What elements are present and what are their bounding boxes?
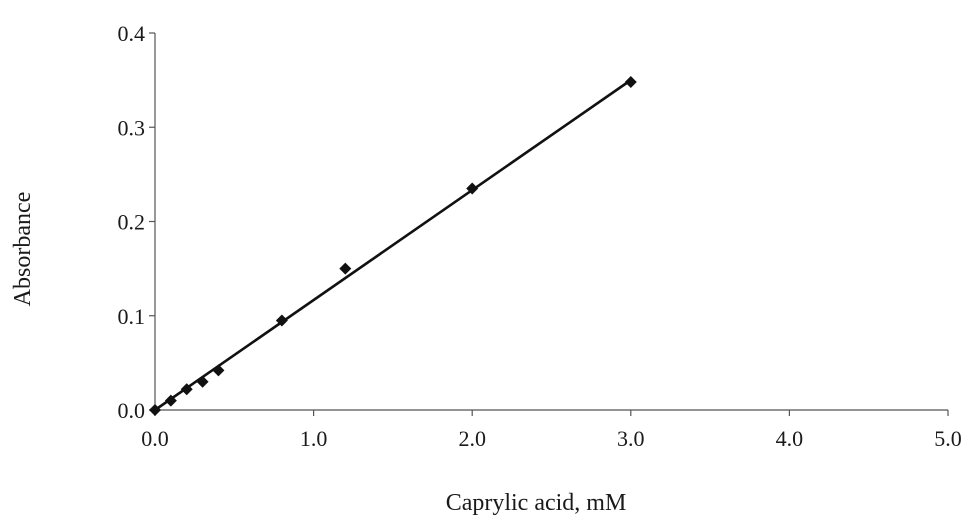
data-point xyxy=(149,404,161,416)
x-tick-label: 4.0 xyxy=(776,426,804,451)
data-point xyxy=(624,76,637,89)
y-axis-title: Absorbance xyxy=(10,192,36,307)
data-points xyxy=(149,76,637,416)
x-tick-label: 2.0 xyxy=(458,426,486,451)
y-tick-label: 0.4 xyxy=(118,21,146,46)
data-point xyxy=(180,383,193,396)
x-tick-label: 1.0 xyxy=(300,426,328,451)
tick-labels: 0.0 0.1 0.2 0.3 0.4 0.0 1.0 2.0 3.0 4.0 5.0 xyxy=(118,21,962,451)
y-tick-label: 0.3 xyxy=(118,115,146,140)
y-tick-label: 0.1 xyxy=(118,304,146,329)
data-point xyxy=(466,182,479,195)
axes xyxy=(149,32,949,416)
x-tick-label: 0.0 xyxy=(141,426,169,451)
y-tick-label: 0.2 xyxy=(118,210,146,235)
data-point xyxy=(275,314,288,327)
x-tick-label: 3.0 xyxy=(617,426,645,451)
data-point xyxy=(196,375,209,388)
data-point xyxy=(339,262,352,275)
x-tick-label: 5.0 xyxy=(934,426,962,451)
data-point xyxy=(212,364,225,377)
y-tick-label: 0.0 xyxy=(118,398,146,423)
x-axis-title: Caprylic acid, mM xyxy=(446,490,627,516)
data-point xyxy=(164,394,177,407)
trendline-layer xyxy=(154,79,632,412)
trendline xyxy=(154,79,632,412)
